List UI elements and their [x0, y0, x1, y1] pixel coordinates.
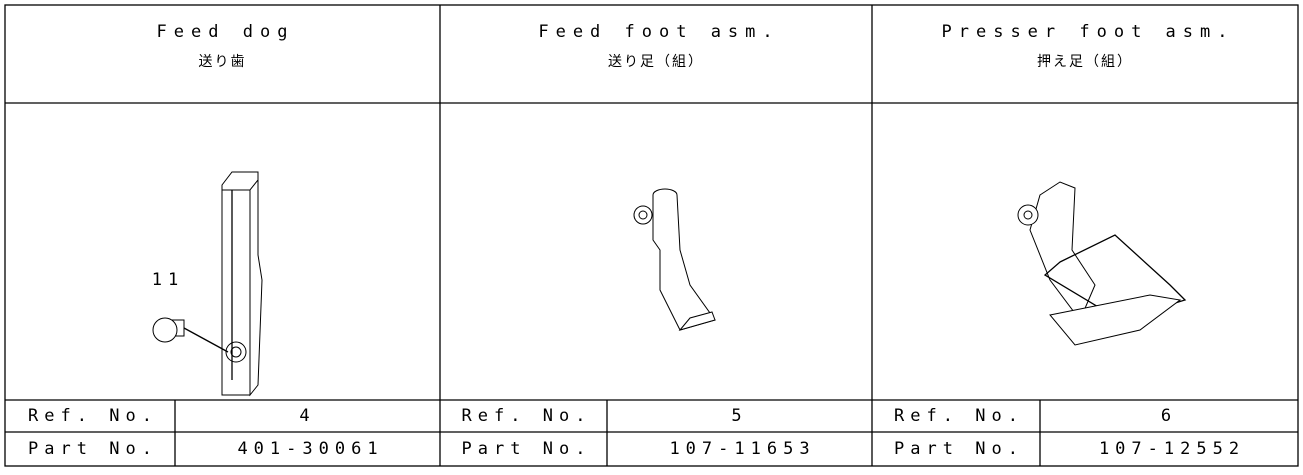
ref-value: 5	[731, 406, 747, 426]
column-subtitle: 押え足（組）	[1037, 54, 1133, 70]
column-title: Feed foot asm.	[538, 22, 779, 42]
column-subtitle: 送り歯	[199, 54, 247, 70]
presser-foot-illustration	[1017, 181, 1187, 346]
ref-label: Ref. No.	[894, 406, 1024, 426]
ref-label: Ref. No.	[462, 406, 592, 426]
feed-dog-illustration	[152, 171, 263, 397]
part-label: Part No.	[894, 439, 1024, 459]
column-title: Feed dog	[157, 22, 295, 42]
part-value: 107-12552	[1099, 439, 1245, 459]
ref-label: Ref. No.	[28, 406, 158, 426]
table-grid	[4, 4, 1299, 467]
part-value: 107-11653	[669, 439, 815, 459]
column-title: Presser foot asm.	[942, 22, 1235, 42]
part-value: 401-30061	[237, 439, 383, 459]
ref-value: 6	[1161, 406, 1177, 426]
feed-foot-illustration	[633, 188, 716, 331]
column-subtitle: 送り足（組）	[608, 54, 704, 70]
part-label: Part No.	[28, 439, 158, 459]
ref-value: 4	[299, 406, 315, 426]
callout-number: 11	[152, 270, 184, 290]
part-label: Part No.	[462, 439, 592, 459]
